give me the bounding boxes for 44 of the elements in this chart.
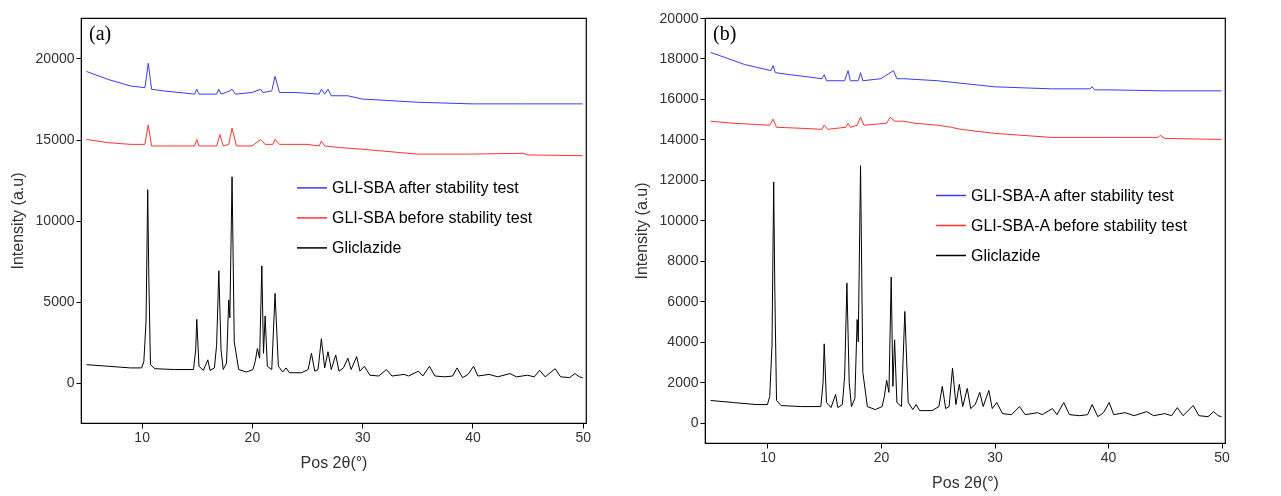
annotation: (a) [89,22,112,45]
y-tick-label: 5000 [43,293,75,309]
x-tick-label: 40 [1100,448,1117,465]
y-tick-label: 10000 [659,211,699,228]
y-tick-label: 20000 [35,50,75,66]
x-tick-label: 50 [1214,448,1231,465]
x-tick-label: 10 [760,448,776,465]
y-tick-label: 0 [690,414,699,431]
y-tick-label: 10000 [35,212,75,228]
line-series [86,176,584,379]
legend-label: GLI-SBA after stability test [332,178,520,196]
line-series [710,165,1223,418]
annotation: (b) [713,22,737,45]
x-axis-title: Pos 2θ(°) [932,473,999,491]
line-series [86,62,584,105]
x-tick-label: 50 [575,428,592,445]
x-tick-label: 30 [987,448,1004,465]
y-tick-label: 2000 [667,373,699,390]
y-tick-label: 14000 [659,130,699,147]
y-tick-label: 15000 [35,131,75,147]
y-tick-label: 12000 [659,171,699,188]
y-tick-label: 4000 [667,333,699,350]
legend-label: Gliclazide [332,238,402,256]
y-tick-label: 0 [66,374,75,390]
y-tick-label: 6000 [667,292,699,309]
y-axis-title: Intensity (a.u) [8,172,26,270]
y-tick-label: 20000 [659,9,699,26]
y-tick-label: 16000 [659,90,699,107]
line-series [710,51,1223,92]
legend-label: GLI-SBA before stability test [332,208,533,226]
line-series [86,124,584,157]
x-tick-label: 30 [354,428,371,445]
x-tick-label: 20 [873,448,890,465]
line-series [710,116,1223,140]
y-axis-title: Intensity (a.u) [632,182,650,280]
x-tick-label: 20 [244,428,261,445]
y-tick-label: 18000 [659,49,699,66]
legend-label: GLI-SBA-A after stability test [971,186,1175,204]
legend-label: Gliclazide [971,246,1041,264]
y-tick-label: 8000 [667,252,699,269]
x-tick-label: 10 [134,428,151,445]
legend-label: GLI-SBA-A before stability test [971,216,1188,234]
x-tick-label: 40 [465,428,481,445]
x-axis-title: Pos 2θ(°) [300,453,368,471]
